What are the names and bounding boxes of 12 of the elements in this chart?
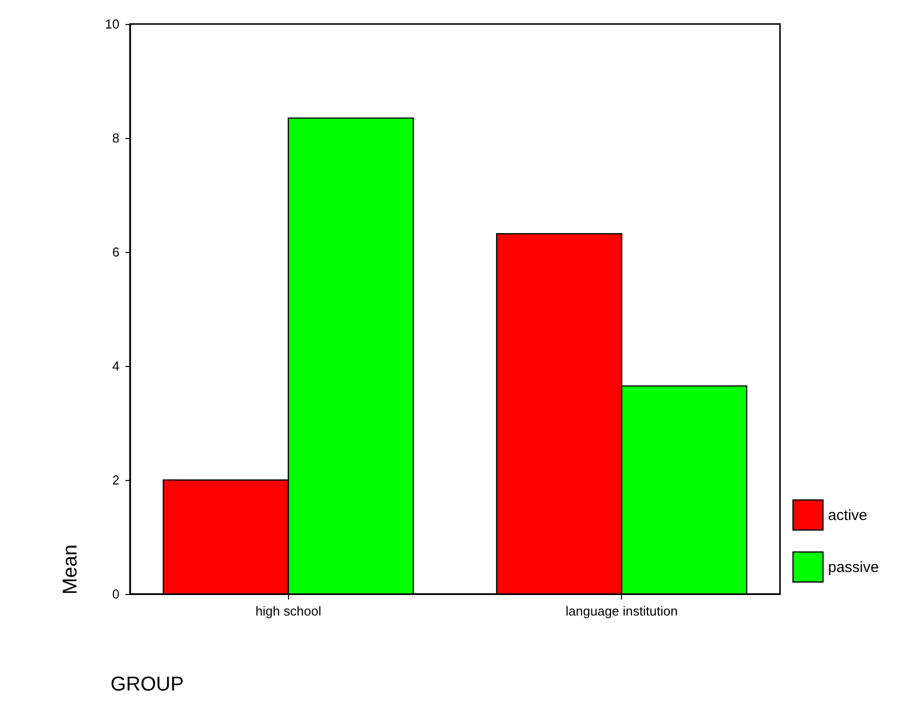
legend-label: active: [828, 507, 868, 524]
x-axis-title: GROUP: [110, 674, 184, 696]
x-tick-label: high school: [255, 604, 322, 618]
y-tick-label: 8: [112, 130, 120, 146]
y-tick-label: 0: [112, 586, 120, 602]
y-tick-label: 2: [112, 472, 120, 488]
y-axis-title: Mean: [60, 544, 82, 594]
y-tick-label: 4: [112, 358, 120, 374]
y-tick-label: 10: [105, 16, 120, 32]
legend-label: passive: [828, 559, 879, 576]
y-tick-label: 6: [112, 244, 120, 260]
x-tick-label: language institution: [566, 604, 678, 618]
